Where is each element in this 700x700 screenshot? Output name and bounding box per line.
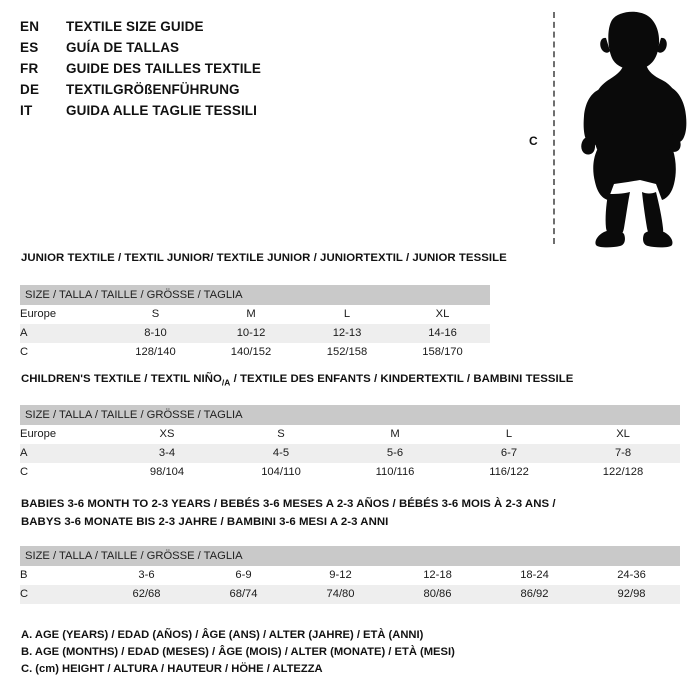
language-title-block: EN TEXTILE SIZE GUIDE ES GUÍA DE TALLAS …	[20, 19, 500, 124]
row-value: 18-24	[486, 566, 583, 585]
row-value: S	[108, 305, 203, 324]
language-code: DE	[20, 82, 40, 97]
row-value: 116/122	[452, 463, 566, 482]
row-value: 14-16	[395, 324, 491, 343]
row-label: C	[20, 463, 110, 482]
section-heading-children-sub: /A	[221, 377, 231, 388]
legend-line-b: B. AGE (MONTHS) / EDAD (MESES) / ÂGE (MO…	[21, 646, 455, 658]
language-row: EN TEXTILE SIZE GUIDE	[20, 19, 500, 40]
row-value: XS	[110, 425, 224, 444]
row-value: 68/74	[195, 585, 292, 604]
junior-size-table: SIZE / TALLA / TAILLE / GRÖSSE / TAGLIA …	[20, 285, 491, 362]
measurement-legend: A. AGE (YEARS) / EDAD (AÑOS) / ÂGE (ANS)…	[21, 627, 641, 678]
table-row: C 128/140 140/152 152/158 158/170	[20, 343, 491, 362]
section-heading-babies-line1: BABIES 3-6 MONTH TO 2-3 YEARS / BEBÉS 3-…	[21, 498, 556, 510]
row-value: 12-13	[299, 324, 395, 343]
row-value: 98/104	[110, 463, 224, 482]
row-value: 140/152	[203, 343, 299, 362]
language-row: ES GUÍA DE TALLAS	[20, 40, 500, 61]
height-measurement-figure: C	[512, 8, 700, 248]
row-label: B	[20, 566, 98, 585]
table-row: A 8-10 10-12 12-13 14-16	[20, 324, 491, 343]
babies-size-table: SIZE / TALLA / TAILLE / GRÖSSE / TAGLIA …	[20, 546, 681, 604]
table-row: Europe S M L XL	[20, 305, 491, 324]
row-label: A	[20, 324, 108, 343]
row-value: 62/68	[98, 585, 195, 604]
language-row: IT GUIDA ALLE TAGLIE TESSILI	[20, 103, 500, 124]
toddler-silhouette-icon	[581, 11, 687, 248]
row-label: C	[20, 585, 98, 604]
row-value: 152/158	[299, 343, 395, 362]
table-row: C 98/104 104/110 110/116 116/122 122/128	[20, 463, 681, 482]
row-value: 8-10	[108, 324, 203, 343]
row-value: M	[203, 305, 299, 324]
table-band-row: SIZE / TALLA / TAILLE / GRÖSSE / TAGLIA	[20, 405, 681, 425]
height-measure-label: C	[529, 134, 538, 148]
table-band-label: SIZE / TALLA / TAILLE / GRÖSSE / TAGLIA	[20, 285, 491, 305]
language-code: IT	[20, 103, 33, 118]
row-value: 4-5	[224, 444, 338, 463]
language-title: GUÍA DE TALLAS	[66, 40, 180, 55]
row-value: XL	[566, 425, 681, 444]
table-row: B 3-6 6-9 9-12 12-18 18-24 24-36	[20, 566, 681, 585]
table-band-row: SIZE / TALLA / TAILLE / GRÖSSE / TAGLIA	[20, 546, 681, 566]
row-label: Europe	[20, 305, 108, 324]
row-label: A	[20, 444, 110, 463]
section-heading-children-pre: CHILDREN'S TEXTILE / TEXTIL NIÑO	[21, 373, 222, 385]
language-code: EN	[20, 19, 40, 34]
section-heading-junior: JUNIOR TEXTILE / TEXTIL JUNIOR/ TEXTILE …	[21, 252, 507, 264]
legend-line-c: C. (cm) HEIGHT / ALTURA / HAUTEUR / HÖHE…	[21, 663, 323, 675]
row-value: 6-7	[452, 444, 566, 463]
row-value: L	[299, 305, 395, 324]
language-title: GUIDA ALLE TAGLIE TESSILI	[66, 103, 257, 118]
row-value: 80/86	[389, 585, 486, 604]
language-row: FR GUIDE DES TAILLES TEXTILE	[20, 61, 500, 82]
row-value: 5-6	[338, 444, 452, 463]
table-row: C 62/68 68/74 74/80 80/86 86/92 92/98	[20, 585, 681, 604]
row-value: 3-4	[110, 444, 224, 463]
row-value: 158/170	[395, 343, 491, 362]
language-code: ES	[20, 40, 39, 55]
language-title: GUIDE DES TAILLES TEXTILE	[66, 61, 262, 76]
row-value: S	[224, 425, 338, 444]
row-value: M	[338, 425, 452, 444]
row-value: 24-36	[583, 566, 681, 585]
table-row: Europe XS S M L XL	[20, 425, 681, 444]
row-value: 7-8	[566, 444, 681, 463]
row-value: 3-6	[98, 566, 195, 585]
row-value: 12-18	[389, 566, 486, 585]
row-value: 122/128	[566, 463, 681, 482]
language-row: DE TEXTILGRÖßENFÜHRUNG	[20, 82, 500, 103]
language-code: FR	[20, 61, 39, 76]
table-row: A 3-4 4-5 5-6 6-7 7-8	[20, 444, 681, 463]
row-value: 110/116	[338, 463, 452, 482]
section-heading-babies-line2: BABYS 3-6 MONATE BIS 2-3 JAHRE / BAMBINI…	[21, 516, 389, 528]
row-label: Europe	[20, 425, 110, 444]
language-title: TEXTILGRÖßENFÜHRUNG	[66, 82, 240, 97]
row-value: 9-12	[292, 566, 389, 585]
children-size-table: SIZE / TALLA / TAILLE / GRÖSSE / TAGLIA …	[20, 405, 681, 482]
row-value: 86/92	[486, 585, 583, 604]
height-guide-line	[553, 12, 555, 244]
table-band-row: SIZE / TALLA / TAILLE / GRÖSSE / TAGLIA	[20, 285, 491, 305]
legend-line-a: A. AGE (YEARS) / EDAD (AÑOS) / ÂGE (ANS)…	[21, 629, 424, 641]
row-value: 128/140	[108, 343, 203, 362]
row-value: 74/80	[292, 585, 389, 604]
table-band-label: SIZE / TALLA / TAILLE / GRÖSSE / TAGLIA	[20, 405, 681, 425]
row-value: 10-12	[203, 324, 299, 343]
language-title: TEXTILE SIZE GUIDE	[66, 19, 204, 34]
row-label: C	[20, 343, 108, 362]
row-value: 92/98	[583, 585, 681, 604]
table-band-label: SIZE / TALLA / TAILLE / GRÖSSE / TAGLIA	[20, 546, 681, 566]
row-value: 6-9	[195, 566, 292, 585]
section-heading-children: CHILDREN'S TEXTILE / TEXTIL NIÑO/A / TEX…	[21, 373, 573, 387]
section-heading-children-post: / TEXTILE DES ENFANTS / KINDERTEXTIL / B…	[230, 373, 574, 385]
row-value: XL	[395, 305, 491, 324]
row-value: L	[452, 425, 566, 444]
row-value: 104/110	[224, 463, 338, 482]
